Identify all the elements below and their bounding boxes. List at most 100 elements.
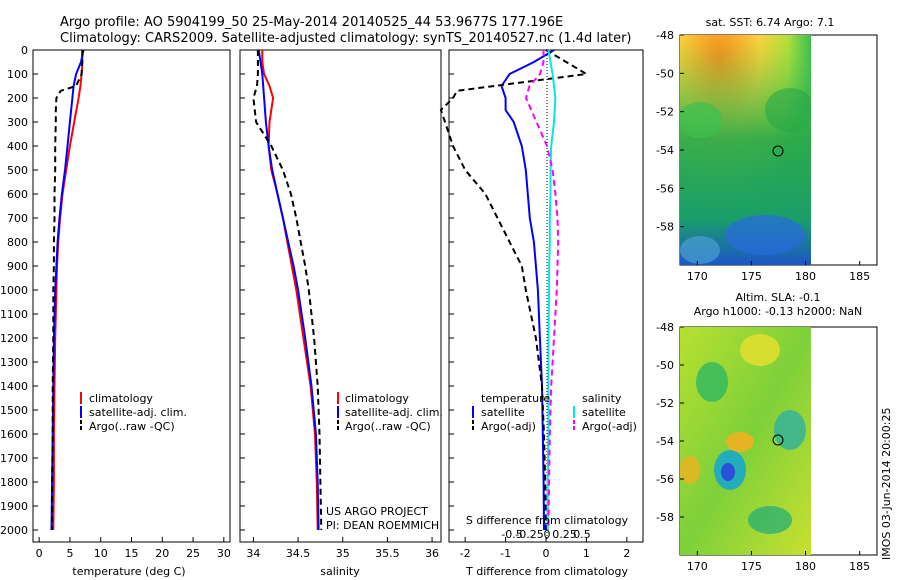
legend-climatology: climatology [89, 392, 153, 405]
lat-tick-label: -56 [656, 182, 674, 195]
temperature-axes [32, 49, 231, 543]
series-line-s-argo-adj- [524, 50, 560, 531]
x-tick-label: 35 [336, 547, 350, 560]
difference-x-tick-label: -2 [460, 547, 471, 560]
project-note: US ARGO PROJECT [326, 505, 428, 518]
sla-map-title-1: Altim. SLA: -0.1 [735, 291, 820, 304]
depth-tick-label: 1500 [0, 404, 28, 417]
depth-tick-label: 100 [7, 68, 28, 81]
lat-tick-label: -54 [656, 144, 674, 157]
series-line-s-satellite [546, 49, 557, 530]
lat-tick-label: -48 [656, 321, 674, 334]
depth-tick-label: 400 [7, 140, 28, 153]
difference-s-tick-label: -0.25 [515, 528, 543, 541]
x-tick-label: 36 [425, 547, 439, 560]
series-line-satellite-adj-clim- [257, 49, 320, 531]
salinity-plot [252, 49, 323, 531]
x-tick-label: 34.5 [286, 547, 311, 560]
lat-tick-label: -58 [656, 511, 674, 524]
difference-x-tick-label: 0 [543, 547, 550, 560]
legend-satellite: satellite-adj. clim. [89, 406, 187, 419]
sla-map-ticks: -48 -50 -52 -54 -56 -58 170 175 180 185 [656, 321, 870, 573]
depth-tick-label: 1600 [0, 428, 28, 441]
lon-tick-label: 185 [849, 270, 870, 283]
lat-tick-label: -52 [656, 106, 674, 119]
difference-s-tick-label: -0.5 [501, 528, 522, 541]
legend-s-argo: Argo(-adj) [582, 420, 637, 433]
lat-tick-label: -52 [656, 397, 674, 410]
temperature-x-ticks: 0 5 10 15 20 25 30 [36, 537, 231, 560]
x-tick-label: 34 [246, 547, 260, 560]
depth-tick-label: 0 [21, 44, 28, 57]
lon-tick-label: 170 [687, 270, 708, 283]
sla-map-image [680, 327, 811, 555]
legend-argo: Argo(..raw -QC) [345, 420, 431, 433]
depth-tick-label: 700 [7, 212, 28, 225]
temperature-xlabel: temperature (deg C) [72, 565, 185, 578]
depth-tick-label: 1900 [0, 500, 28, 513]
lon-tick-label: 185 [849, 560, 870, 573]
sla-map-title-2: Argo h1000: -0.13 h2000: NaN [694, 305, 863, 318]
depth-tick-label: 600 [7, 188, 28, 201]
x-tick-label: 10 [94, 547, 108, 560]
depth-tick-label: 2000 [0, 524, 28, 537]
depth-tick-label: 800 [7, 236, 28, 249]
difference-s-xlabel: S difference from climatology [466, 514, 629, 527]
lat-tick-label: -50 [656, 359, 674, 372]
lon-tick-label: 175 [741, 270, 762, 283]
argo-location-marker-bottom [772, 434, 784, 446]
series-line-climatology [52, 50, 84, 531]
series-line-satellite-adj-clim- [50, 49, 85, 531]
lat-tick-label: -50 [656, 67, 674, 80]
legend-climatology: climatology [345, 392, 409, 405]
difference-s-tick-label: 0.25 [552, 528, 577, 541]
x-tick-label: 0 [36, 547, 43, 560]
legend-temperature-head: temperature [481, 392, 550, 405]
x-tick-label: 35.5 [375, 547, 400, 560]
difference-x-tick-label: 1 [583, 547, 590, 560]
depth-tick-label: 900 [7, 260, 28, 273]
temperature-legend: climatology satellite-adj. clim. Argo(..… [80, 392, 187, 433]
series-line-satellite [500, 49, 555, 531]
sst-map-title: sat. SST: 6.74 Argo: 7.1 [706, 16, 835, 29]
series-line-argo-adj- [439, 49, 590, 531]
depth-tick-label: 1700 [0, 452, 28, 465]
difference-x-tick-label: 2 [623, 547, 630, 560]
lon-tick-label: 175 [741, 560, 762, 573]
difference-plot [439, 49, 590, 540]
depth-tick-label: 1300 [0, 356, 28, 369]
legend-salinity-head: salinity [582, 392, 622, 405]
difference-axes [448, 49, 644, 543]
depth-tick-label: 300 [7, 116, 28, 129]
salinity-axes [239, 49, 442, 543]
difference-s-tick-label: 0 [544, 528, 551, 541]
lat-tick-label: -48 [656, 29, 674, 42]
lon-tick-label: 170 [687, 560, 708, 573]
lat-tick-label: -58 [656, 221, 674, 234]
difference-s-tick-label: 0.5 [573, 528, 591, 541]
legend-satellite: satellite-adj. clim. [345, 406, 443, 419]
salinity-legend: climatology satellite-adj. clim. Argo(..… [326, 392, 443, 532]
legend-argo: Argo(..raw -QC) [89, 420, 175, 433]
x-tick-label: 30 [217, 547, 231, 560]
legend-t-argo: Argo(-adj) [481, 420, 536, 433]
x-tick-label: 15 [125, 547, 139, 560]
temperature-plot [50, 49, 85, 531]
argo-location-marker-top [772, 145, 784, 157]
depth-tick-label: 200 [7, 92, 28, 105]
difference-legend: temperature salinity satellite Argo(-adj… [472, 392, 637, 433]
depth-tick-label: 500 [7, 164, 28, 177]
lon-tick-label: 180 [795, 270, 816, 283]
depth-tick-label: 1800 [0, 476, 28, 489]
pi-note: PI: DEAN ROEMMICH [326, 519, 439, 532]
series-line-argo-raw-qc- [51, 50, 84, 530]
sst-map-ticks: -48 -50 -52 -54 -56 -58 170 175 180 185 [656, 29, 870, 283]
depth-tick-labels: 0 100 200 300 400 500 600 700 800 900 1000 1100 1200… [0, 44, 454, 537]
imos-timestamp: IMOS 03-Jun-2014 20:00:25 [880, 407, 893, 560]
x-tick-label: 20 [155, 547, 169, 560]
difference-x-tick-label: -1 [500, 547, 511, 560]
difference-s-ticks: -0.5-0.25 0 0.250.5 [501, 528, 590, 541]
lon-tick-label: 180 [795, 560, 816, 573]
depth-tick-label: 1100 [0, 308, 28, 321]
